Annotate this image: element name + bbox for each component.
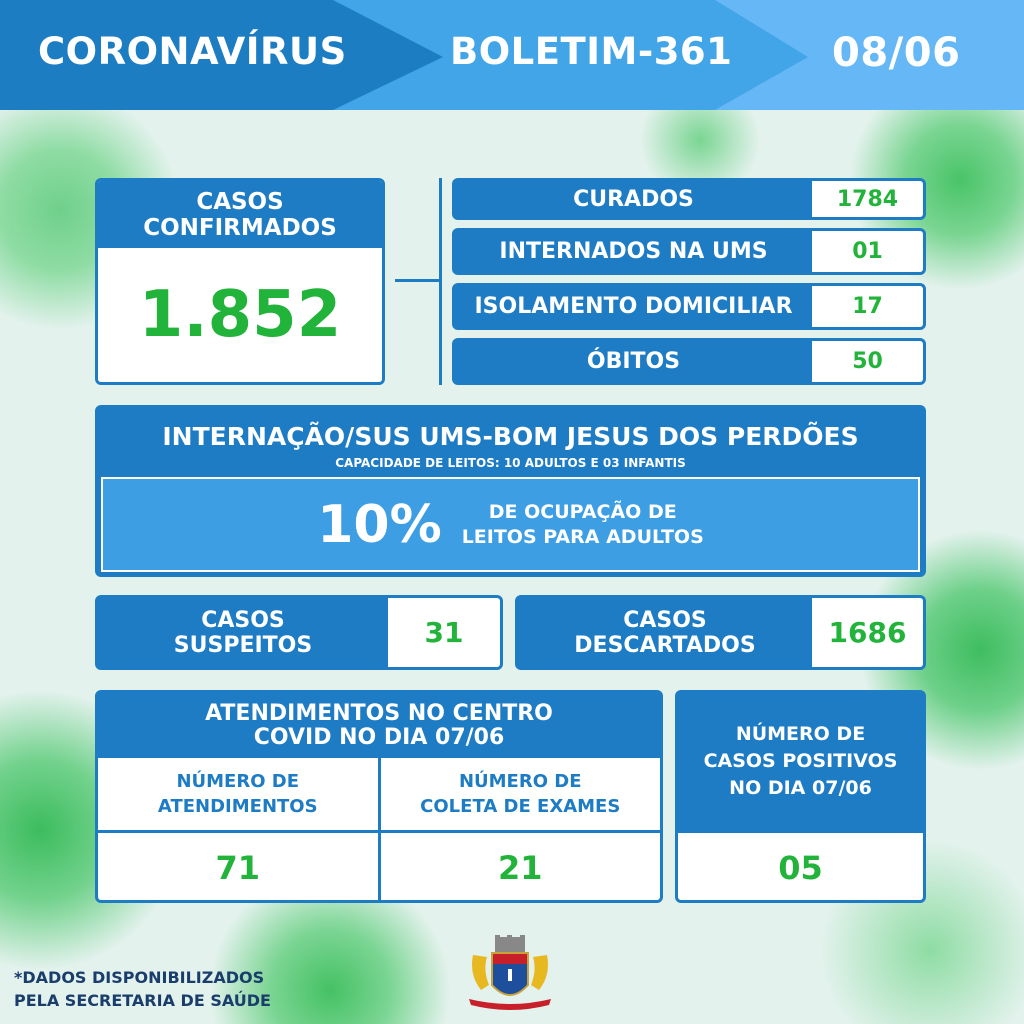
confirmed-label-1: CASOS bbox=[196, 188, 284, 215]
stat-label: CURADOS bbox=[573, 186, 694, 212]
connector-line bbox=[395, 279, 440, 282]
city-coat-of-arms-logo bbox=[469, 935, 551, 1010]
occupancy-label-2: LEITOS PARA ADULTOS bbox=[461, 525, 704, 548]
stat-label: ISOLAMENTO DOMICILIAR bbox=[474, 294, 793, 319]
suspected-label-2: SUSPEITOS bbox=[173, 632, 313, 658]
tests-label-1: NÚMERO DE bbox=[458, 771, 582, 792]
attendances-value: 71 bbox=[98, 833, 378, 900]
confirmed-value: 1.852 bbox=[98, 248, 382, 382]
discarded-cases-card: CASOS DESCARTADOS 1686 bbox=[515, 595, 926, 670]
stat-row: INTERNADOS NA UMS 01 bbox=[452, 228, 926, 275]
stat-row: CURADOS 1784 bbox=[452, 178, 926, 220]
positive-cases-card: NÚMERO DE CASOS POSITIVOS NO DIA 07/06 0… bbox=[675, 690, 926, 903]
covid-center-card: ATENDIMENTOS NO CENTRO COVID NO DIA 07/0… bbox=[95, 690, 663, 903]
stat-value: 01 bbox=[812, 231, 923, 272]
bulletin-date: 08/06 bbox=[832, 30, 961, 76]
footer-line-1: *DADOS DISPONIBILIZADOS bbox=[14, 968, 265, 987]
stat-label: ÓBITOS bbox=[586, 349, 681, 374]
stat-value: 50 bbox=[812, 341, 923, 382]
positives-value: 05 bbox=[678, 833, 923, 900]
center-title-2: COVID NO DIA 07/06 bbox=[253, 724, 505, 750]
hospital-title: INTERNAÇÃO/SUS UMS-BOM JESUS DOS PERDÕES bbox=[162, 422, 859, 451]
stat-row: ÓBITOS 50 bbox=[452, 338, 926, 385]
confirmed-cases-card: CASOS CONFIRMADOS 1.852 bbox=[95, 178, 385, 385]
tests-value: 21 bbox=[380, 833, 660, 900]
tests-label-2: COLETA DE EXAMES bbox=[420, 796, 621, 817]
center-title-1: ATENDIMENTOS NO CENTRO bbox=[205, 700, 553, 726]
attendances-label-1: NÚMERO DE bbox=[176, 771, 300, 792]
discarded-label-1: CASOS bbox=[623, 607, 707, 633]
hospital-card: INTERNAÇÃO/SUS UMS-BOM JESUS DOS PERDÕES… bbox=[95, 405, 926, 577]
footer-line-2: PELA SECRETARIA DE SAÚDE bbox=[14, 991, 271, 1010]
stat-value: 17 bbox=[812, 286, 923, 327]
confirmed-label-2: CONFIRMADOS bbox=[143, 214, 337, 241]
header-banner bbox=[0, 0, 1024, 110]
suspected-cases-card: CASOS SUSPEITOS 31 bbox=[95, 595, 503, 670]
bulletin-number: BOLETIM-361 bbox=[450, 30, 733, 73]
positives-label-1: NÚMERO DE bbox=[735, 723, 866, 745]
hospital-subtitle: CAPACIDADE DE LEITOS: 10 ADULTOS E 03 IN… bbox=[335, 456, 686, 470]
header-title: CORONAVÍRUS bbox=[38, 30, 347, 73]
occupancy-label-1: DE OCUPAÇÃO DE bbox=[488, 500, 677, 523]
discarded-value: 1686 bbox=[812, 598, 923, 667]
divider-line bbox=[439, 178, 442, 385]
suspected-label-1: CASOS bbox=[201, 607, 285, 633]
suspected-value: 31 bbox=[388, 598, 500, 667]
stat-value: 1784 bbox=[812, 181, 923, 217]
positives-label-2: CASOS POSITIVOS bbox=[703, 750, 898, 772]
occupancy-percent: 10% bbox=[317, 494, 442, 555]
footer-note: *DADOS DISPONIBILIZADOS PELA SECRETARIA … bbox=[14, 966, 271, 1012]
stat-row: ISOLAMENTO DOMICILIAR 17 bbox=[452, 283, 926, 330]
stat-label: INTERNADOS NA UMS bbox=[499, 239, 768, 264]
positives-label-3: NO DIA 07/06 bbox=[729, 777, 872, 799]
attendances-label-2: ATENDIMENTOS bbox=[157, 796, 318, 817]
discarded-label-2: DESCARTADOS bbox=[574, 632, 756, 658]
